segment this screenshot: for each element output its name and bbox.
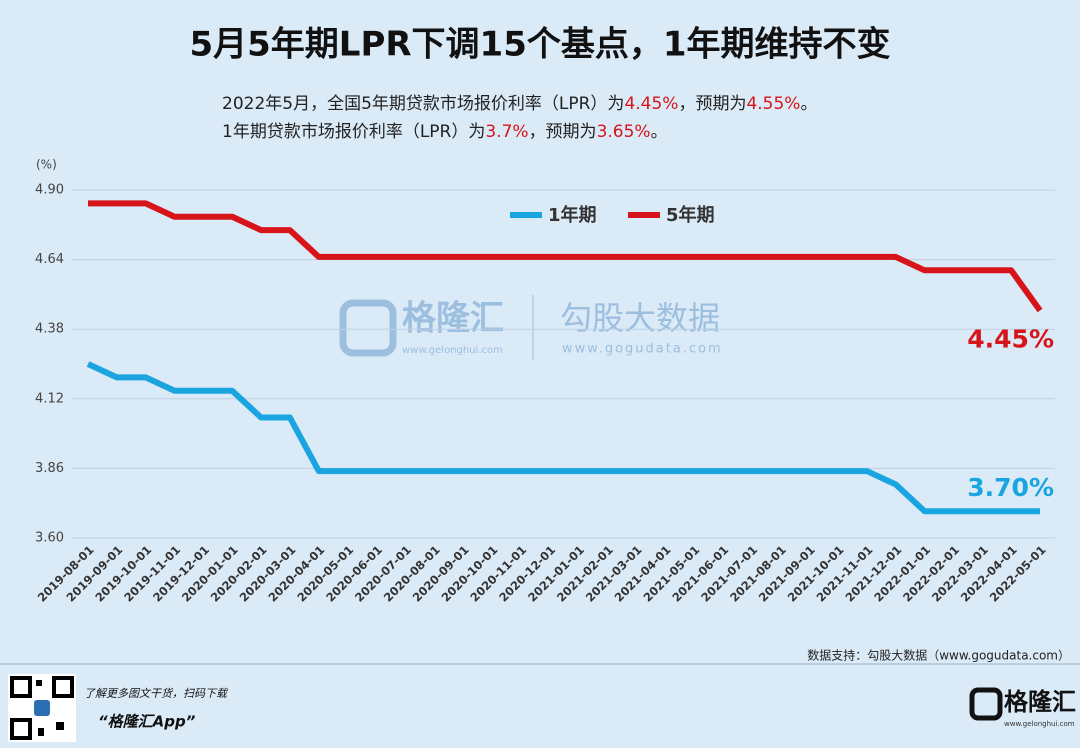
y-tick-label: 3.60 [35,531,64,546]
subtitle-part: 。 [800,94,817,114]
watermark-partner-url: www.gogudata.com [562,342,723,357]
legend-label: 1年期 [548,204,597,226]
logo-icon [969,687,1003,721]
footer-app: “格隆汇App” [98,713,196,731]
subtitle: 2022年5月，全国5年期贷款市场报价利率（LPR）为4.45%，预期为4.55… [222,94,817,114]
y-tick-label: 4.64 [35,252,64,267]
y-tick-label: 4.38 [35,322,64,337]
y-unit: (%) [36,158,57,172]
subtitle-part: 4.55% [746,94,800,114]
qr-finder [52,676,74,698]
subtitle-part: 3.7% [485,122,528,142]
watermark: 格隆汇 www.gelonghui.com 勾股大数据 www.gogudata… [339,295,723,360]
subtitle-part: 2022年5月，全国5年期贷款市场报价利率（LPR）为 [222,94,624,114]
watermark-partner: 勾股大数据 [560,299,720,337]
y-tick-label: 4.12 [35,391,64,406]
qr-finder [10,718,32,740]
qr-dot [56,722,64,730]
subtitle-part: 。 [651,122,668,142]
subtitle-part: 4.45% [624,94,678,114]
logo-url: www.gelonghui.com [1004,720,1075,728]
subtitle: 1年期贷款市场报价利率（LPR）为3.7%，预期为3.65%。 [222,122,668,142]
qr-dot [36,680,42,686]
subtitle-part: ，预期为 [529,122,597,142]
legend-label: 5年期 [666,204,715,226]
subtitle-part: ，预期为 [678,94,746,114]
qr-finder [10,676,32,698]
watermark-brand: 格隆汇 [402,299,504,339]
series-line [88,200,1043,313]
source: 数据支持：勾股大数据（www.gogudata.com） [807,648,1070,663]
value-label: 4.45% [967,324,1054,353]
chart-title: 5月5年期LPR下调15个基点，1年期维持不变 [189,25,890,65]
watermark-icon [339,299,397,357]
subtitle-part: 3.65% [597,122,651,142]
qr-logo [34,700,50,716]
qr-dot [38,728,44,736]
footer-promo: 了解更多图文干货，扫码下载 [84,687,229,700]
y-tick-label: 3.86 [35,461,64,476]
value-label: 3.70% [967,473,1054,502]
y-tick-label: 4.90 [35,183,64,198]
qr-code [8,674,76,742]
logo-text: 格隆汇 [1004,688,1076,716]
watermark-brand-url: www.gelonghui.com [402,345,503,356]
series-line [86,361,1040,515]
subtitle-part: 1年期贷款市场报价利率（LPR）为 [222,122,485,142]
